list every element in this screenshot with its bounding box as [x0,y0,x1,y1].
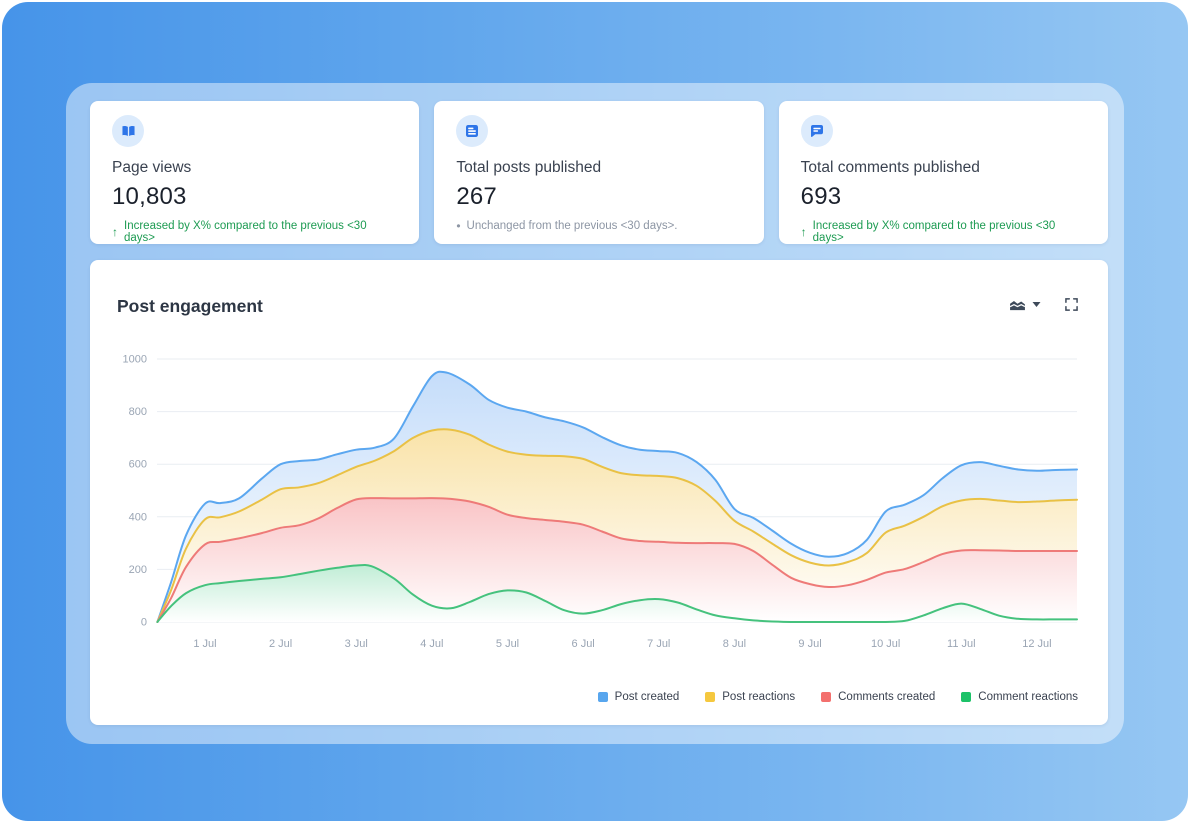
stat-label: Page views [112,159,192,176]
legend-item-post-created[interactable]: Post created [597,691,680,703]
post-engagement-card: Post engagement [90,260,1108,725]
legend-item-comments-created[interactable]: Comments created [821,691,935,703]
icon-circle [800,115,833,147]
legend-label: Post created [614,691,680,703]
stat-cards-row: Page views 10,803 ↑ Increased by X% comp… [90,101,1108,244]
x-axis-tick-label: 12 Jul [1022,638,1051,650]
book-open-icon [121,125,135,136]
fullscreen-icon [1065,298,1078,311]
x-axis-tick-label: 7 Jul [647,638,670,650]
x-axis-tick-label: 1 Jul [193,638,216,650]
area-chart-icon [1009,300,1026,311]
icon-circle [112,115,144,147]
y-axis-tick-label: 600 [129,459,147,471]
x-axis-tick-label: 2 Jul [269,638,292,650]
stat-card-total-posts: Total posts published 267 • Unchanged fr… [434,101,764,244]
y-axis-tick-label: 1000 [123,354,147,366]
x-axis-tick-label: 5 Jul [496,638,519,650]
line-post-created [156,370,1078,623]
fullscreen-button[interactable] [1065,298,1078,311]
chart-title: Post engagement [117,296,263,316]
stat-label: Total comments published [800,159,980,176]
area-comment-reactions [157,564,1077,622]
arrow-up-icon: ↑ [112,225,118,239]
legend-item-comment-reactions[interactable]: Comment reactions [961,691,1078,703]
y-axis-tick-label: 800 [129,406,147,418]
stat-value: 10,803 [112,183,187,210]
stat-card-total-comments: Total comments published 693 ↑ Increased… [778,101,1108,244]
stat-delta-text: Unchanged from the previous <30 days>. [466,220,678,232]
chart-type-selector[interactable] [1009,298,1041,311]
dot-icon: • [456,219,461,233]
stat-label: Total posts published [456,159,602,176]
x-axis-tick-label: 9 Jul [798,638,821,650]
x-axis-tick-label: 6 Jul [572,638,595,650]
x-axis-tick-label: 11 Jul [947,638,976,650]
chevron-down-icon [1032,302,1041,307]
chart-legend: Post created Post reactions Comments creat… [597,691,1078,703]
legend-swatch-icon [821,692,832,702]
legend-label: Comment reactions [978,691,1078,703]
chat-icon [810,125,823,137]
legend-swatch-icon [705,692,716,702]
x-axis-tick-label: 10 Jul [871,638,900,650]
x-axis-tick-label: 8 Jul [723,638,746,650]
stat-delta: ↑ Increased by X% compared to the previo… [112,220,397,244]
stat-delta: ↑ Increased by X% compared to the previo… [801,220,1086,244]
x-axis-tick-label: 4 Jul [420,638,443,650]
x-axis-tick-label: 3 Jul [345,638,368,650]
stat-delta: • Unchanged from the previous <30 days>. [456,220,741,232]
engagement-area-chart[interactable]: 0 200 400 600 800 1000 1 Jul 2 Jul 3 Jul 4 Jul 5 J… [90,340,1108,670]
stat-value: 267 [456,183,497,210]
line-comment-reactions [156,563,1078,623]
stat-delta-text: Increased by X% compared to the previous… [812,220,1056,244]
line-post-reactions [156,428,1078,623]
arrow-up-icon: ↑ [800,225,807,239]
legend-label: Post reactions [722,691,796,703]
line-comments-created [156,497,1078,623]
legend-swatch-icon [597,692,608,702]
stat-delta-text: Increased by X% compared to the previous… [124,220,367,244]
y-axis-tick-label: 0 [141,617,147,629]
legend-item-post-reactions[interactable]: Post reactions [705,691,795,703]
stat-value: 693 [800,183,842,210]
stat-card-page-views: Page views 10,803 ↑ Increased by X% comp… [90,101,420,244]
dashboard-panel: Page views 10,803 ↑ Increased by X% comp… [66,83,1124,744]
y-axis-tick-label: 400 [129,511,147,523]
legend-label: Comments created [838,691,936,703]
document-icon [466,125,479,137]
icon-circle [456,115,489,147]
legend-swatch-icon [961,692,972,702]
chart-controls [1009,298,1078,311]
y-axis-tick-label: 200 [129,564,147,576]
